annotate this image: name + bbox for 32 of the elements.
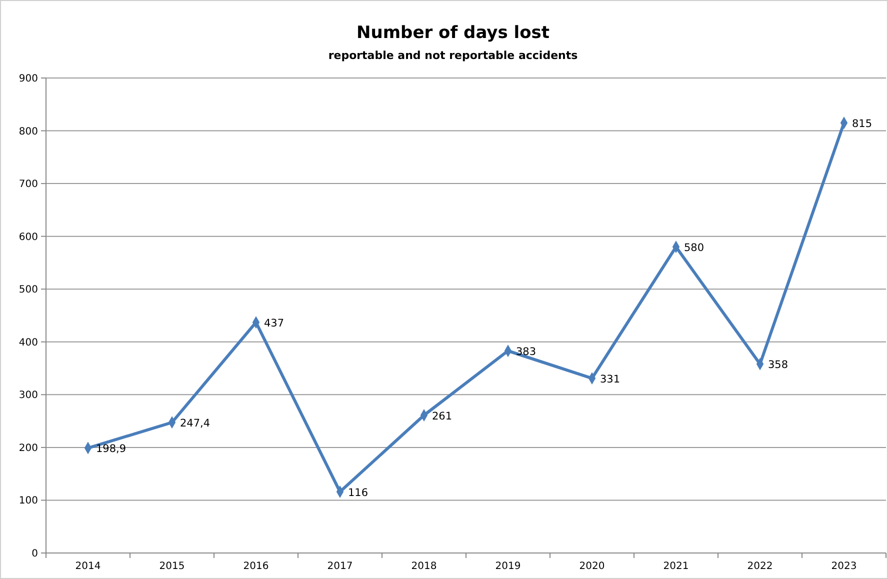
x-tick-label: 2016 [243,561,269,572]
y-tick-label: 700 [18,179,38,190]
y-tick-label: 0 [32,548,38,560]
x-tick-label: 2022 [747,561,773,572]
x-tick-label: 2014 [75,561,101,572]
chart-title: Number of days lost [356,23,550,43]
x-tick-label: 2020 [579,561,605,572]
y-tick-label: 800 [18,126,38,138]
text: 198,9 [96,443,126,456]
text: 261 [432,410,452,422]
text: 580 [684,242,704,254]
y-tick-label: 300 [18,390,38,402]
x-tick-label: 2019 [495,561,521,572]
x-tick-label: 2015 [159,561,185,572]
text: 247,4 [180,417,210,430]
y-tick-label: 500 [18,284,38,296]
y-tick-label: 600 [18,232,38,243]
text: 815 [852,118,872,130]
x-tick-label: 2017 [327,561,353,572]
y-tick-label: 900 [18,74,38,84]
y-tick-label: 200 [18,442,38,454]
text: 383 [516,346,536,358]
text: 358 [768,359,788,372]
x-tick-label: 2021 [663,561,689,572]
x-tick-label: 2018 [411,561,437,572]
x-tick-label: 2023 [831,561,857,572]
y-tick-label: 100 [18,496,38,507]
y-tick-label: 400 [18,337,38,348]
chart-subtitle: reportable and not reportable accidents [328,49,578,62]
text: 116 [348,486,368,499]
text: 331 [600,373,620,386]
text: 437 [264,317,284,330]
